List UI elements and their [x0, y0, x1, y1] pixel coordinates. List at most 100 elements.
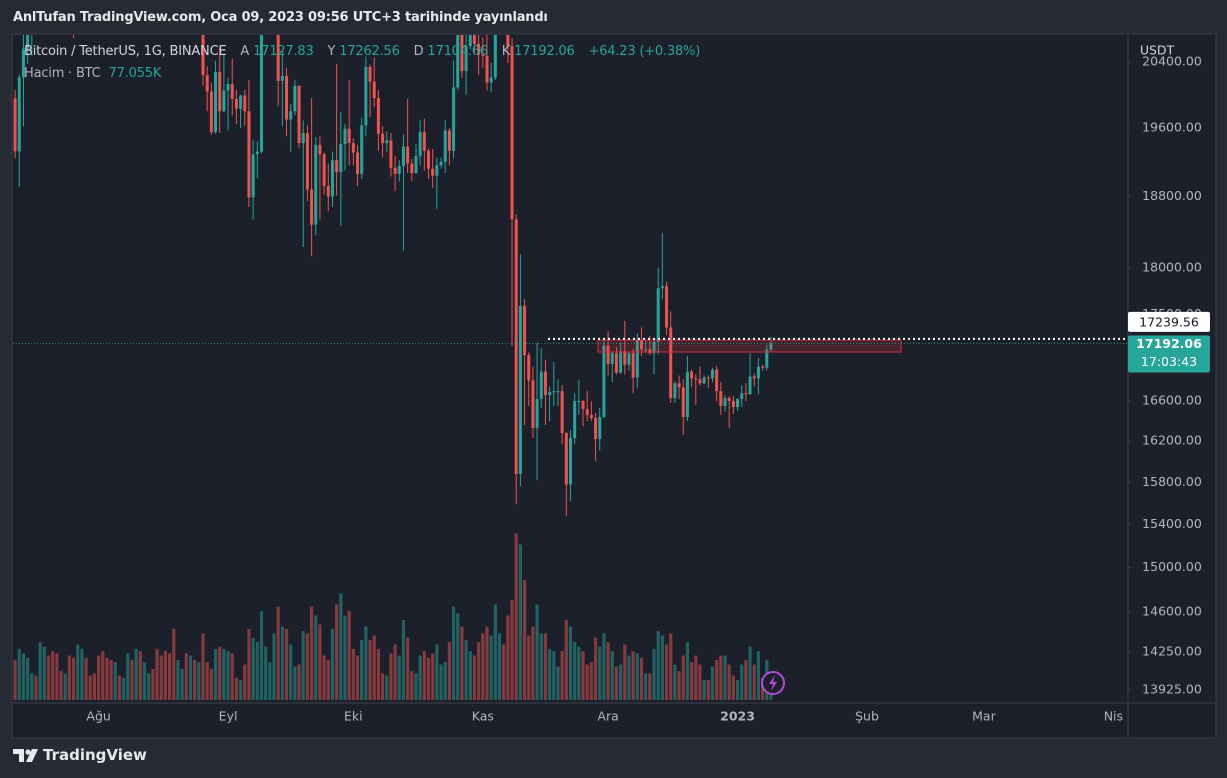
volume-bar — [151, 668, 155, 700]
volume-bar — [101, 651, 105, 700]
candle-body — [343, 128, 347, 144]
volume-bar — [314, 615, 318, 700]
candle-body — [594, 417, 598, 440]
y-tick-label: 16200.00 — [1142, 433, 1202, 448]
published-header: AnlTufan TradingView.com, Oca 09, 2023 0… — [13, 10, 548, 25]
candle-body — [585, 408, 589, 415]
candle-body — [627, 353, 631, 365]
volume-bar — [669, 633, 673, 700]
candle-body — [498, 0, 501, 3]
volume-bar — [92, 673, 97, 700]
volume-bar — [218, 646, 222, 700]
y-tick-label: 13925.00 — [1142, 681, 1202, 696]
candle-body — [418, 132, 422, 156]
volume-bar — [209, 668, 213, 700]
y-tick-label: 14600.00 — [1142, 604, 1202, 619]
volume-bar — [38, 642, 42, 700]
last-price-label: 17192.06 — [1136, 336, 1202, 351]
candle-body — [201, 35, 205, 76]
volume-bar — [472, 655, 477, 700]
x-tick-label: Şub — [855, 709, 879, 724]
volume-bar — [456, 613, 460, 700]
candle-body — [464, 46, 468, 72]
volume-bar — [17, 648, 21, 700]
legend-value: 17104.66 — [427, 44, 488, 59]
candle-body — [673, 383, 677, 399]
legend-value: 17127.83 — [253, 44, 314, 59]
volume-bar — [226, 651, 230, 700]
volume-bar — [105, 657, 109, 700]
volume-bar — [305, 633, 309, 700]
candle-body — [297, 85, 301, 144]
candle-body — [568, 438, 573, 485]
candle-body — [443, 130, 447, 162]
volume-bar — [514, 533, 518, 700]
volume-bar — [176, 660, 180, 700]
volume-bar — [172, 628, 176, 700]
candle-body — [736, 399, 740, 408]
volume-bar — [84, 657, 88, 700]
volume-bar — [155, 648, 159, 700]
last-price-box — [1128, 335, 1210, 373]
alert-icon — [761, 671, 785, 695]
x-tick-label: Nis — [1104, 709, 1123, 724]
volume-bar — [627, 655, 631, 700]
candle-body — [740, 393, 744, 400]
candle-body — [456, 35, 460, 88]
y-tick-label: 20400.00 — [1142, 54, 1202, 69]
candle-body — [214, 71, 218, 133]
volume-bar — [318, 624, 322, 700]
legend-key: Y — [327, 44, 336, 59]
volume-bar — [184, 653, 188, 700]
candle-body — [702, 377, 706, 384]
volume-bar — [397, 655, 401, 700]
volume-bar — [385, 675, 389, 700]
volume-bar — [239, 680, 243, 700]
volume-bar — [147, 673, 151, 700]
volume-bar — [251, 637, 255, 700]
volume-bar — [46, 655, 51, 700]
volume-bar — [280, 626, 284, 700]
volume-bar — [489, 635, 493, 700]
legend-value: 17192.06 — [514, 44, 575, 59]
candle-body — [690, 371, 694, 379]
volume-bar — [67, 655, 71, 700]
volume-bar — [702, 680, 706, 700]
volume-bar — [351, 648, 355, 700]
candle-body — [289, 111, 293, 120]
legend-key: A — [240, 44, 250, 59]
candle-body — [247, 111, 251, 198]
candle-body — [218, 71, 222, 112]
volume-bar — [610, 651, 614, 700]
volume-bar — [531, 626, 535, 700]
candle-body — [255, 151, 259, 155]
volume-bar — [485, 626, 489, 700]
y-tick-label: 15000.00 — [1142, 559, 1202, 574]
volume-bar — [656, 631, 660, 700]
volume-bar — [42, 646, 46, 700]
volume-bar — [243, 664, 247, 700]
volume-title: Hacim · BTC — [24, 66, 101, 81]
volume-bar — [639, 657, 644, 700]
candle-body — [372, 81, 376, 99]
candle-body — [222, 90, 226, 112]
candle-body — [276, 35, 280, 81]
volume-bar — [422, 651, 426, 700]
volume-bar — [756, 651, 761, 700]
candle-body — [305, 132, 309, 190]
volume-bar — [435, 644, 439, 700]
candle-body — [368, 67, 372, 82]
volume-bar — [464, 640, 468, 700]
candle-body — [614, 353, 618, 373]
candle-body — [506, 35, 510, 47]
volume-bar — [677, 671, 681, 700]
candle-body — [518, 305, 522, 474]
candle-body — [335, 160, 339, 173]
volume-bar — [577, 646, 581, 700]
volume-bar — [122, 677, 126, 700]
volume-bar — [284, 628, 289, 700]
volume-bar — [535, 604, 539, 700]
